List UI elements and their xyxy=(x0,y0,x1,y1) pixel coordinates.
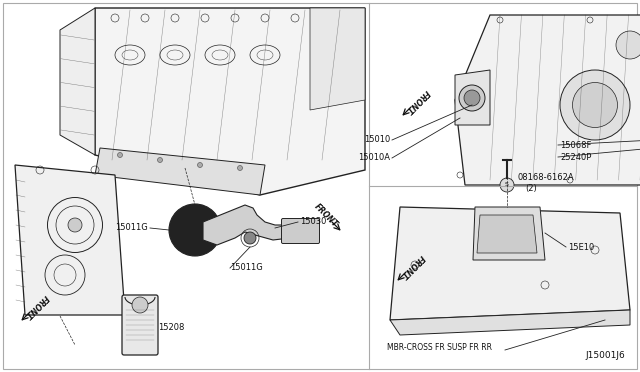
Text: FRONT: FRONT xyxy=(312,202,339,229)
Polygon shape xyxy=(477,215,537,253)
Polygon shape xyxy=(390,207,630,320)
Ellipse shape xyxy=(573,83,618,128)
Polygon shape xyxy=(390,310,630,335)
Polygon shape xyxy=(455,15,640,185)
Polygon shape xyxy=(310,8,365,110)
Circle shape xyxy=(464,90,480,106)
Text: 25240P: 25240P xyxy=(560,153,591,161)
Circle shape xyxy=(132,297,148,313)
Circle shape xyxy=(244,232,256,244)
Text: 15030: 15030 xyxy=(300,218,326,227)
Text: 15011G: 15011G xyxy=(115,224,148,232)
Text: FRONT: FRONT xyxy=(404,87,431,114)
Polygon shape xyxy=(203,205,290,245)
Text: 15010A: 15010A xyxy=(358,154,390,163)
Circle shape xyxy=(169,204,221,256)
FancyBboxPatch shape xyxy=(122,295,158,355)
Circle shape xyxy=(237,166,243,170)
FancyBboxPatch shape xyxy=(282,218,319,244)
Text: S: S xyxy=(505,183,509,187)
Text: 08168-6162A: 08168-6162A xyxy=(517,173,573,182)
Circle shape xyxy=(118,153,122,157)
Text: 15011G: 15011G xyxy=(230,263,263,273)
Ellipse shape xyxy=(560,70,630,140)
Polygon shape xyxy=(473,207,545,260)
Text: 15E10: 15E10 xyxy=(568,243,595,251)
Text: 15010: 15010 xyxy=(364,135,390,144)
Polygon shape xyxy=(95,8,365,195)
Circle shape xyxy=(157,157,163,163)
Text: MBR-CROSS FR SUSP FR RR: MBR-CROSS FR SUSP FR RR xyxy=(387,343,492,353)
Polygon shape xyxy=(95,148,265,195)
Text: FRONT: FRONT xyxy=(399,252,426,279)
Ellipse shape xyxy=(459,85,485,111)
Circle shape xyxy=(198,163,202,167)
Text: FRONT: FRONT xyxy=(22,292,50,319)
Ellipse shape xyxy=(68,218,82,232)
Polygon shape xyxy=(15,165,125,315)
Polygon shape xyxy=(60,8,95,155)
Text: (2): (2) xyxy=(525,185,537,193)
Polygon shape xyxy=(455,70,490,125)
Circle shape xyxy=(500,178,514,192)
Ellipse shape xyxy=(616,31,640,59)
Text: 15208: 15208 xyxy=(158,324,184,333)
Text: 15068F: 15068F xyxy=(560,141,591,150)
Text: J15001J6: J15001J6 xyxy=(585,351,625,360)
